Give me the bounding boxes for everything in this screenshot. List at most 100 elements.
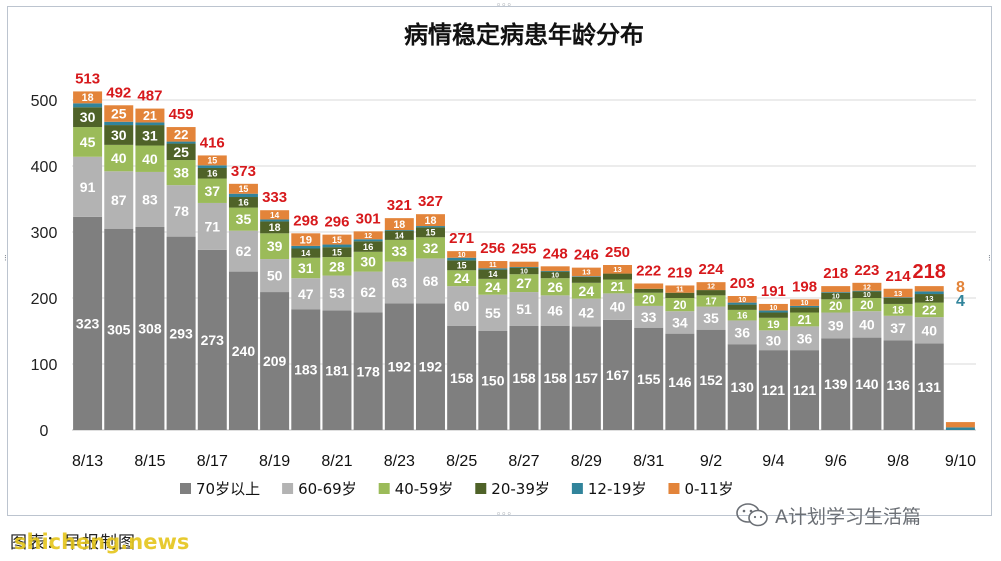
bar-total-label: 373 — [231, 163, 256, 180]
bar-segment-label: 22 — [922, 303, 937, 318]
bar-segment-label: 21 — [143, 109, 157, 123]
x-tick-label: 8/13 — [72, 453, 103, 470]
bar-segment-label: 47 — [298, 286, 314, 302]
legend-label: 12-19岁 — [588, 480, 647, 498]
bar-total-label: 248 — [543, 245, 568, 262]
bar-segment-label: 10 — [863, 292, 871, 299]
resize-handle-bottom-icon[interactable]: ◦◦◦ — [496, 510, 512, 520]
bar-segment-label: 30 — [111, 127, 127, 143]
bar-segment — [166, 185, 196, 237]
bar-segment — [821, 292, 851, 293]
bar-segment-label: 20 — [642, 293, 656, 307]
bar-segment — [135, 145, 165, 172]
y-tick-label: 200 — [31, 291, 58, 308]
legend-swatch — [282, 483, 294, 494]
bar-segment-label: 60 — [454, 298, 470, 314]
bar-segment — [135, 171, 165, 227]
bar-total-label: 198 — [792, 278, 817, 295]
bar-segment — [821, 312, 851, 339]
bar-segment — [166, 127, 196, 142]
bar-segment — [447, 286, 477, 326]
bar-segment — [197, 202, 227, 250]
bar-segment — [291, 278, 321, 310]
legend-label: 40-59岁 — [395, 480, 454, 498]
bar-total-label: 333 — [262, 189, 287, 206]
bar-segment-label: 11 — [676, 287, 684, 294]
bar-segment — [883, 288, 913, 298]
bar-segment-label: 18 — [425, 215, 437, 227]
bar-segment — [384, 261, 414, 304]
bar-segment-label: 158 — [543, 370, 567, 386]
y-tick-label: 100 — [31, 357, 58, 374]
bar-segment-label: 51 — [516, 301, 532, 317]
bar-segment — [790, 299, 820, 306]
bar-segment-label: 22 — [174, 127, 189, 142]
bar-segment — [260, 221, 290, 234]
bar-segment — [415, 227, 445, 238]
bar-segment — [509, 266, 539, 268]
bar-segment — [322, 257, 352, 276]
bar-segment-label: 33 — [392, 243, 408, 259]
bar-segment — [509, 267, 539, 275]
bar-segment-label: 62 — [236, 243, 252, 259]
bar-segment — [478, 269, 508, 279]
bar-segment-label: 26 — [547, 279, 563, 295]
bar-segment — [665, 285, 695, 293]
bar-segment-label: 62 — [360, 284, 376, 300]
bar-total-label: 191 — [761, 283, 786, 300]
bar-total-label: 492 — [106, 84, 131, 101]
bar-segment — [260, 233, 290, 260]
bar-segment-label: 40 — [921, 322, 937, 338]
bar-segment-label: 35 — [236, 211, 252, 227]
bar-segment — [73, 216, 103, 430]
bar-segment — [603, 273, 633, 280]
bar-segment-label: 15 — [207, 156, 217, 166]
bar-segment — [260, 259, 290, 293]
bar-segment-label: 130 — [731, 379, 755, 395]
bar-segment — [197, 167, 227, 179]
bar-segment — [415, 214, 445, 227]
bar-segment-label: 15 — [457, 261, 467, 271]
bar-segment-label: 40 — [142, 151, 158, 167]
bar-segment-label: 167 — [606, 367, 630, 383]
chart-title: 病情稳定病患年龄分布 — [404, 21, 644, 49]
legend-swatch — [571, 483, 583, 494]
bar-total-label: 214 — [886, 268, 912, 285]
bar-segment — [509, 274, 539, 293]
x-tick-label: 9/6 — [825, 453, 847, 470]
bar-segment — [852, 337, 882, 430]
bar-segment — [540, 325, 570, 430]
bar-segment — [571, 276, 601, 277]
bar-segment — [415, 258, 445, 304]
bar-segment-label: 24 — [485, 279, 501, 295]
bar-segment — [790, 326, 820, 351]
bar-segment — [447, 270, 477, 287]
bar-segment-label: 25 — [173, 144, 189, 160]
bar-segment-label: 183 — [294, 362, 318, 378]
bar-segment-label: 15 — [239, 184, 249, 194]
bar-segment — [603, 265, 633, 274]
bar-segment-label: 39 — [828, 317, 844, 333]
bar-segment-label: 10 — [551, 272, 559, 279]
bar-segment — [914, 343, 944, 430]
bar-segment — [790, 350, 820, 430]
resize-handle-right-icon[interactable]: ⁝ — [988, 254, 991, 264]
bar-segment-label: 83 — [142, 191, 158, 207]
bar-segment — [104, 171, 134, 229]
bar-segment — [73, 156, 103, 217]
bar-segment-label: 42 — [579, 305, 595, 321]
bar-segment — [790, 307, 820, 313]
bar-segment — [852, 298, 882, 312]
bar-segment-label: 18 — [82, 92, 94, 104]
bar-total-label: 256 — [480, 240, 505, 257]
bar-segment — [852, 291, 882, 298]
resize-handle-top-icon[interactable]: ◦◦◦ — [496, 1, 512, 11]
bar-segment — [603, 279, 633, 294]
wechat-account-badge: A计划学习生活篇 — [735, 500, 921, 530]
resize-handle-left-icon[interactable]: ⁝ — [4, 254, 7, 264]
bar-segment-label: 27 — [516, 275, 532, 291]
bar-segment — [415, 237, 445, 259]
bar-segment — [696, 329, 726, 430]
legend-swatch — [378, 483, 390, 494]
bar-total-label: 250 — [605, 244, 630, 261]
